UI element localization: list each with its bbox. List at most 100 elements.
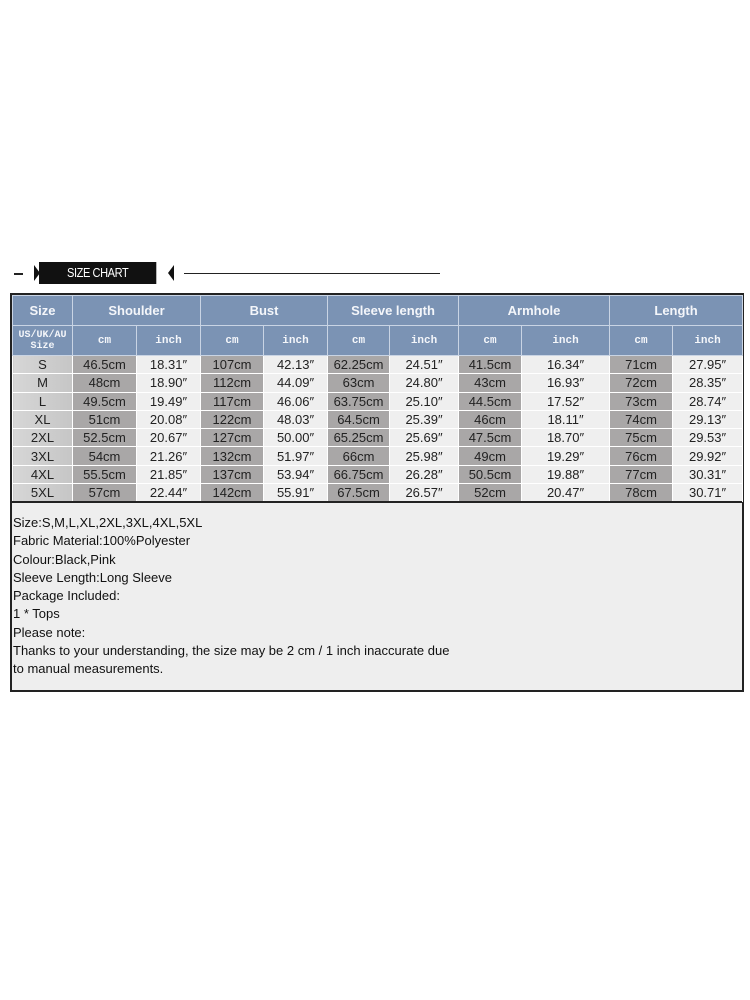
cm-cell: 63.75cm — [327, 391, 391, 411]
cm-cell: 47.5cm — [458, 428, 523, 448]
banner-title: SIZE CHART — [39, 262, 157, 284]
inch-cell: 18.11″ — [521, 409, 611, 430]
unit-cm: cm — [72, 325, 137, 356]
cm-cell: 66cm — [327, 446, 391, 466]
cm-cell: 62.25cm — [327, 354, 391, 375]
inch-cell: 50.00″ — [262, 428, 329, 448]
banner-dash — [14, 273, 23, 275]
inch-cell: 19.49″ — [136, 391, 201, 411]
size-cell: 5XL — [12, 483, 73, 503]
cm-cell: 52.5cm — [72, 428, 137, 448]
cm-cell: 57cm — [72, 483, 137, 503]
table-row: 5XL 57cm 22.44″ 142cm 55.91″ 67.5cm 26.57″ 52cm… — [12, 483, 744, 503]
cm-cell: 49.5cm — [72, 391, 137, 411]
unit-inch: inch — [262, 325, 329, 356]
inch-cell: 25.39″ — [389, 409, 460, 430]
table-row: 4XL 55.5cm 21.85″ 137cm 53.94″ 66.75cm 26.28″ 5… — [12, 464, 744, 485]
header-armhole: Armhole — [458, 295, 611, 326]
inch-cell: 22.44″ — [136, 483, 201, 503]
cm-cell: 142cm — [200, 483, 264, 503]
cm-cell: 66.75cm — [327, 464, 391, 485]
banner-divider — [184, 273, 440, 274]
cm-cell: 65.25cm — [327, 428, 391, 448]
note-line: Colour:Black,Pink — [13, 551, 116, 567]
inch-cell: 55.91″ — [262, 483, 329, 503]
cm-cell: 132cm — [200, 446, 264, 466]
cm-cell: 117cm — [200, 391, 264, 411]
inch-cell: 46.06″ — [262, 391, 329, 411]
inch-cell: 21.26″ — [136, 446, 201, 466]
cm-cell: 46cm — [458, 409, 523, 430]
inch-cell: 26.57″ — [389, 483, 460, 503]
table-row: L 49.5cm 19.49″ 117cm 46.06″ 63.75cm 25.10″ 44.… — [12, 391, 744, 411]
note-line: 1 * Tops — [13, 606, 60, 622]
cm-cell: 71cm — [609, 354, 674, 375]
size-chart-banner: SIZE CHART — [12, 262, 442, 286]
inch-cell: 44.09″ — [262, 373, 329, 393]
cm-cell: 63cm — [327, 373, 391, 393]
size-cell: 3XL — [12, 446, 73, 466]
cm-cell: 67.5cm — [327, 483, 391, 503]
cm-cell: 74cm — [609, 409, 674, 430]
inch-cell: 30.31″ — [672, 464, 744, 485]
size-cell: M — [12, 373, 73, 393]
unit-cm: cm — [200, 325, 264, 356]
unit-cm: cm — [327, 325, 391, 356]
table-row: 2XL 52.5cm 20.67″ 127cm 50.00″ 65.25cm 25.69″ 4… — [12, 428, 744, 448]
cm-cell: 107cm — [200, 354, 264, 375]
size-cell: L — [12, 391, 73, 411]
cm-cell: 43cm — [458, 373, 523, 393]
cm-cell: 46.5cm — [72, 354, 137, 375]
cm-cell: 54cm — [72, 446, 137, 466]
table-row: 3XL 54cm 21.26″ 132cm 51.97″ 66cm 25.98″ 49cm 19… — [12, 446, 744, 466]
inch-cell: 18.90″ — [136, 373, 201, 393]
notes-divider — [12, 501, 742, 503]
header-size-region: US/UK/AU Size — [12, 325, 73, 356]
inch-cell: 28.74″ — [672, 391, 744, 411]
unit-inch: inch — [521, 325, 611, 356]
inch-cell: 18.31″ — [136, 354, 201, 375]
inch-cell: 16.93″ — [521, 373, 611, 393]
cm-cell: 52cm — [458, 483, 523, 503]
inch-cell: 19.88″ — [521, 464, 611, 485]
table-row: XL 51cm 20.08″ 122cm 48.03″ 64.5cm 25.39″ 46cm 1… — [12, 409, 744, 430]
inch-cell: 48.03″ — [262, 409, 329, 430]
header-size: Size — [12, 295, 73, 326]
cm-cell: 50.5cm — [458, 464, 523, 485]
cm-cell: 64.5cm — [327, 409, 391, 430]
inch-cell: 24.80″ — [389, 373, 460, 393]
inch-cell: 26.28″ — [389, 464, 460, 485]
size-region-label: US/UK/AU — [18, 329, 67, 341]
inch-cell: 25.69″ — [389, 428, 460, 448]
unit-inch: inch — [672, 325, 744, 356]
cm-cell: 78cm — [609, 483, 674, 503]
header-row: Size Shoulder Bust Sleeve length Armhole… — [12, 295, 744, 326]
cm-cell: 49cm — [458, 446, 523, 466]
inch-cell: 21.85″ — [136, 464, 201, 485]
inch-cell: 29.13″ — [672, 409, 744, 430]
table-row: M 48cm 18.90″ 112cm 44.09″ 63cm 24.80″ 43cm 16.9… — [12, 373, 744, 393]
inch-cell: 27.95″ — [672, 354, 744, 375]
product-notes: Size:S,M,L,XL,2XL,3XL,4XL,5XL Fabric Mate… — [12, 502, 450, 691]
cm-cell: 72cm — [609, 373, 674, 393]
cm-cell: 77cm — [609, 464, 674, 485]
banner-ribbon-left — [34, 265, 40, 281]
cm-cell: 44.5cm — [458, 391, 523, 411]
inch-cell: 29.53″ — [672, 428, 744, 448]
cm-cell: 76cm — [609, 446, 674, 466]
inch-cell: 18.70″ — [521, 428, 611, 448]
header-length: Length — [609, 295, 744, 326]
note-line: Please note: — [13, 624, 86, 640]
inch-cell: 19.29″ — [521, 446, 611, 466]
cm-cell: 112cm — [200, 373, 264, 393]
cm-cell: 127cm — [200, 428, 264, 448]
size-cell: 4XL — [12, 464, 73, 485]
inch-cell: 29.92″ — [672, 446, 744, 466]
inch-cell: 28.35″ — [672, 373, 744, 393]
cm-cell: 55.5cm — [72, 464, 137, 485]
inch-cell: 53.94″ — [262, 464, 329, 485]
cm-cell: 75cm — [609, 428, 674, 448]
note-line: Sleeve Length:Long Sleeve — [13, 569, 173, 585]
cm-cell: 137cm — [200, 464, 264, 485]
size-region-sublabel: Size — [30, 340, 55, 352]
